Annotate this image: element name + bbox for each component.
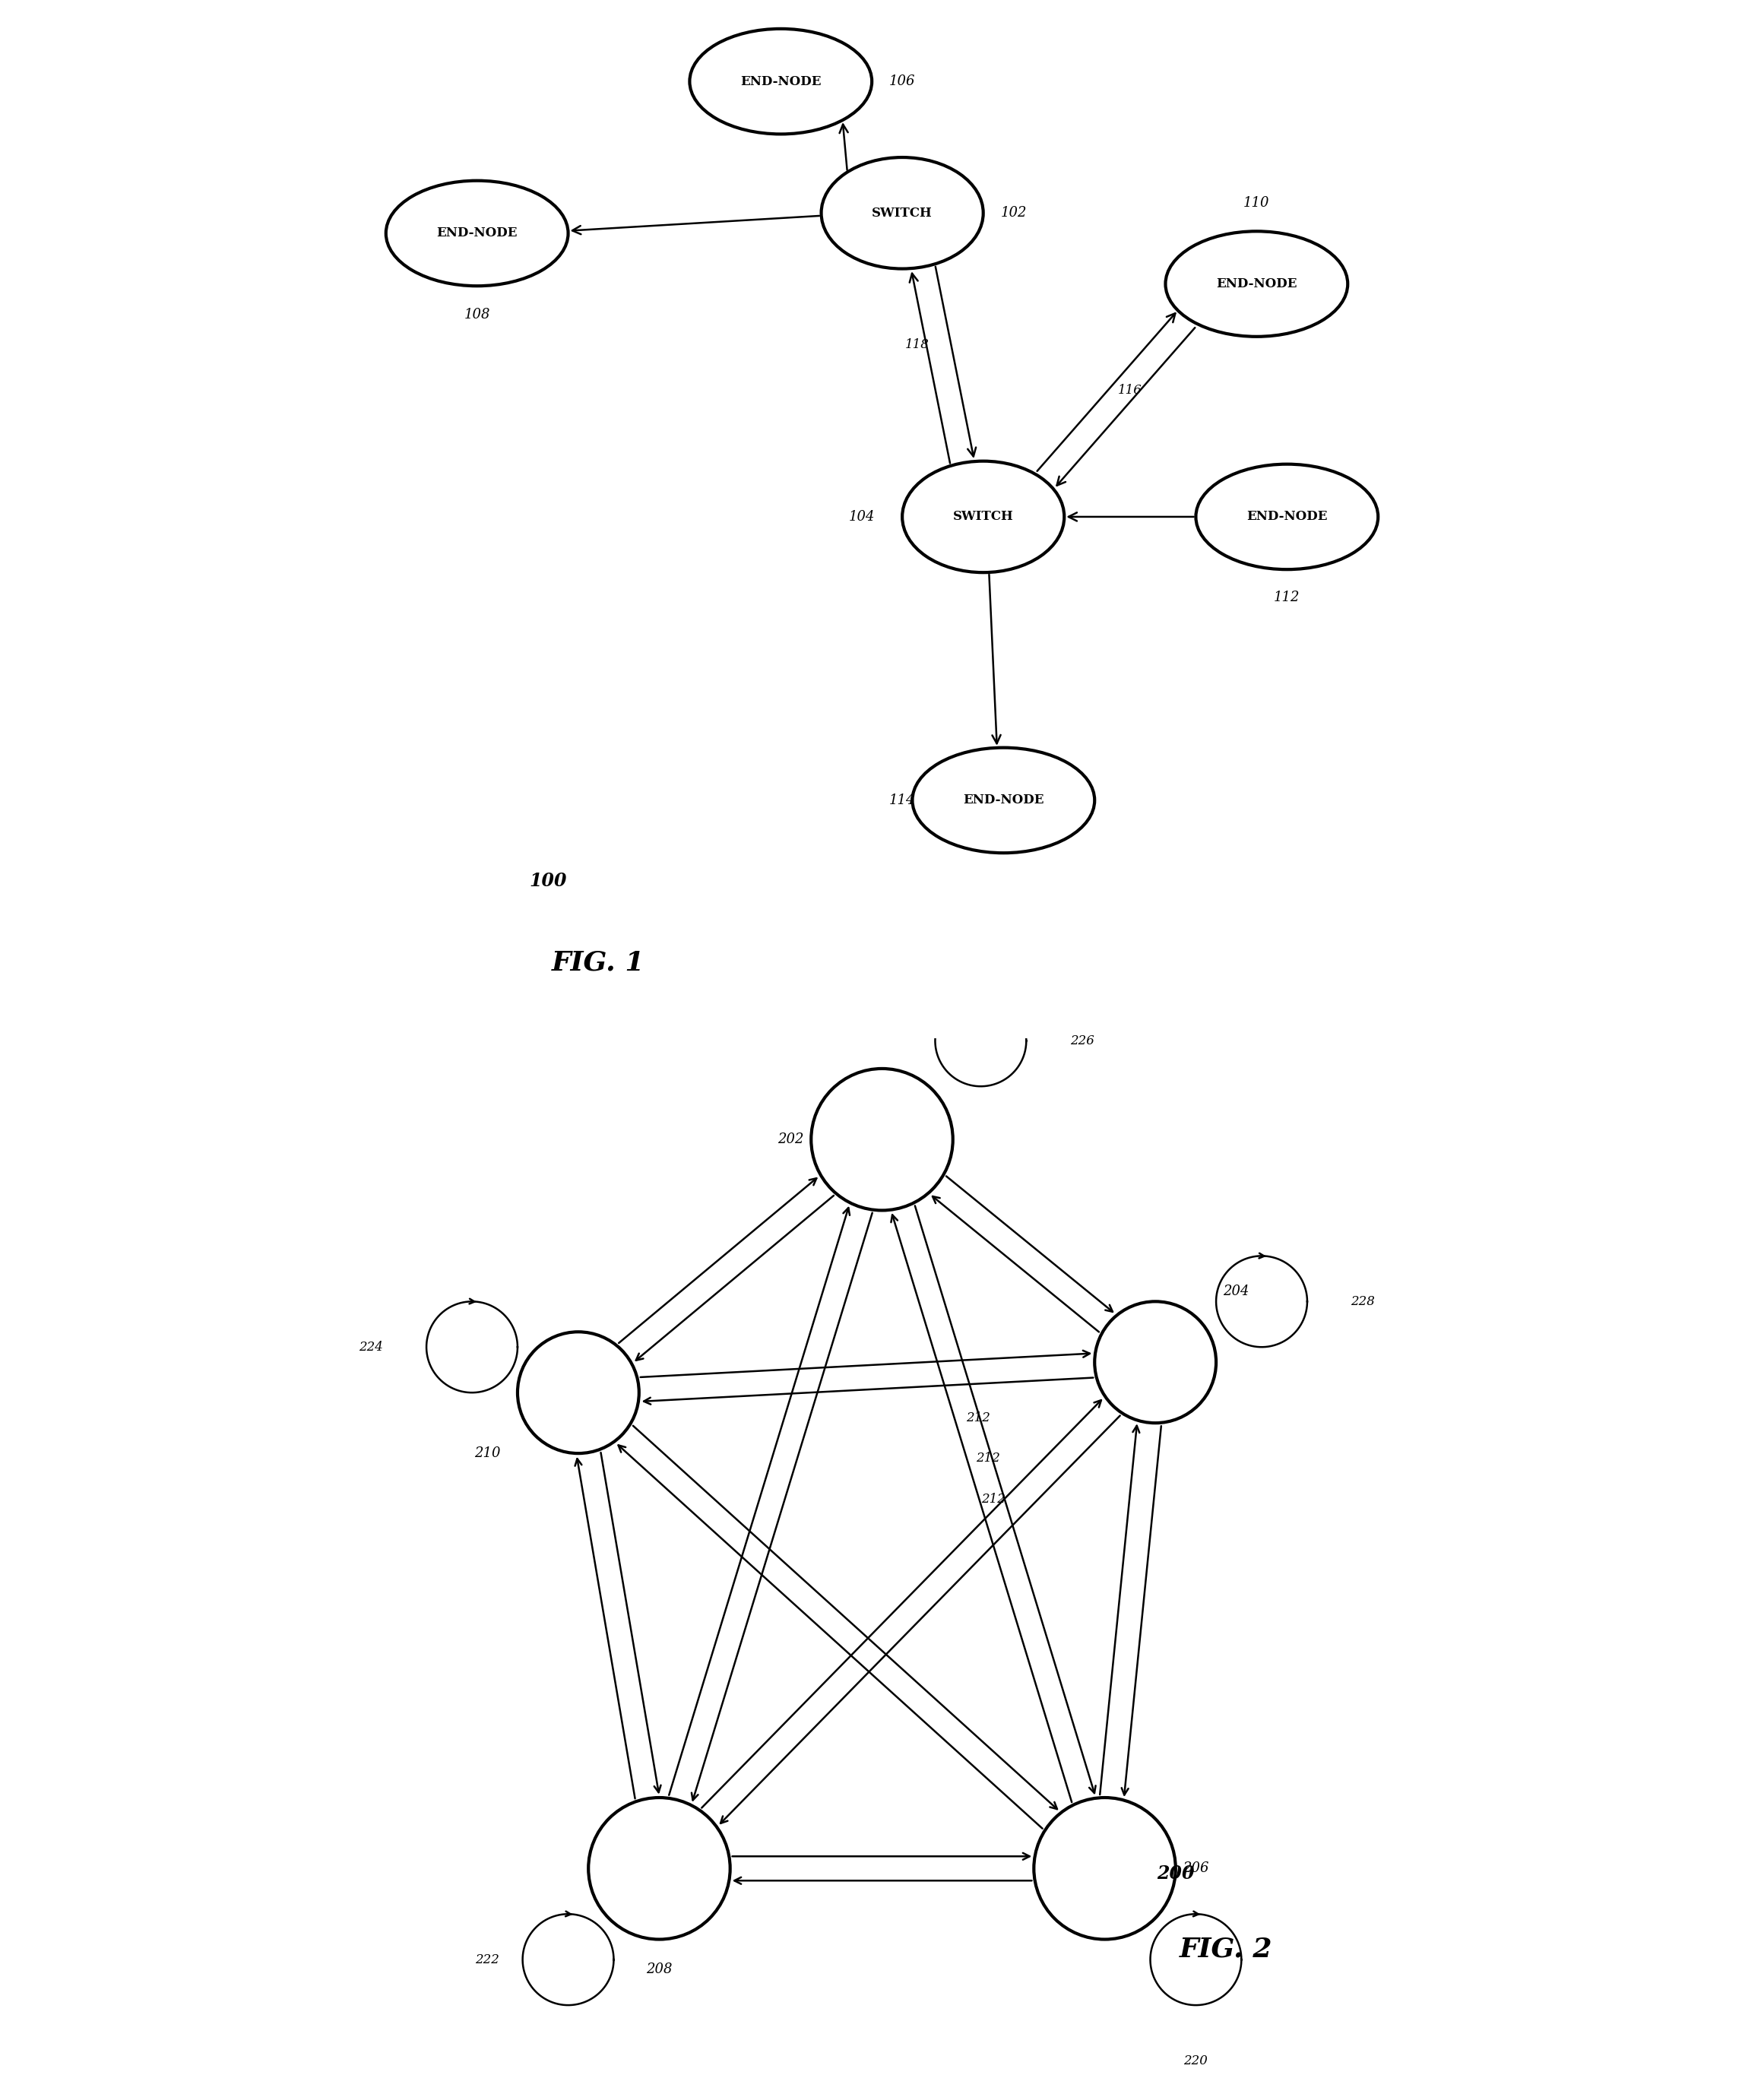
Text: 210: 210 xyxy=(475,1446,501,1461)
Text: FIG. 1: FIG. 1 xyxy=(552,950,646,975)
Text: 206: 206 xyxy=(1182,1861,1208,1876)
Circle shape xyxy=(589,1797,730,1940)
Text: 208: 208 xyxy=(646,1963,672,1977)
Text: SWITCH: SWITCH xyxy=(953,510,1014,523)
Text: END-NODE: END-NODE xyxy=(963,795,1044,807)
Ellipse shape xyxy=(1166,230,1348,336)
Ellipse shape xyxy=(912,747,1095,853)
Text: 202: 202 xyxy=(778,1133,804,1145)
Circle shape xyxy=(517,1332,639,1452)
Text: 114: 114 xyxy=(889,793,916,807)
Ellipse shape xyxy=(1196,465,1378,569)
Text: END-NODE: END-NODE xyxy=(436,226,517,241)
Text: 220: 220 xyxy=(1184,2054,1208,2067)
Text: SWITCH: SWITCH xyxy=(871,208,933,220)
Ellipse shape xyxy=(822,158,983,270)
Text: 200: 200 xyxy=(1157,1865,1194,1882)
Text: 104: 104 xyxy=(848,510,875,523)
Text: 224: 224 xyxy=(358,1340,383,1353)
Text: 118: 118 xyxy=(905,338,930,351)
Text: FIG. 2: FIG. 2 xyxy=(1180,1936,1274,1963)
Ellipse shape xyxy=(901,461,1064,573)
Text: END-NODE: END-NODE xyxy=(741,75,822,87)
Text: 226: 226 xyxy=(1069,1033,1094,1048)
Text: 212: 212 xyxy=(967,1411,990,1423)
Text: 110: 110 xyxy=(1244,195,1270,210)
Text: 212: 212 xyxy=(981,1492,1005,1504)
Text: 204: 204 xyxy=(1222,1284,1249,1299)
Text: END-NODE: END-NODE xyxy=(1215,278,1297,290)
Text: 106: 106 xyxy=(889,75,916,89)
Text: 112: 112 xyxy=(1274,591,1300,604)
Circle shape xyxy=(811,1069,953,1210)
Text: 116: 116 xyxy=(1118,384,1141,396)
Text: 212: 212 xyxy=(975,1452,1000,1465)
Text: 222: 222 xyxy=(475,1953,499,1965)
Text: 102: 102 xyxy=(1000,205,1027,220)
Text: 100: 100 xyxy=(529,871,566,890)
Text: END-NODE: END-NODE xyxy=(1247,510,1328,523)
Circle shape xyxy=(1034,1797,1175,1940)
Text: 108: 108 xyxy=(464,307,490,322)
Ellipse shape xyxy=(386,181,568,286)
Ellipse shape xyxy=(690,29,871,135)
Text: 228: 228 xyxy=(1351,1295,1374,1307)
Circle shape xyxy=(1095,1301,1215,1423)
